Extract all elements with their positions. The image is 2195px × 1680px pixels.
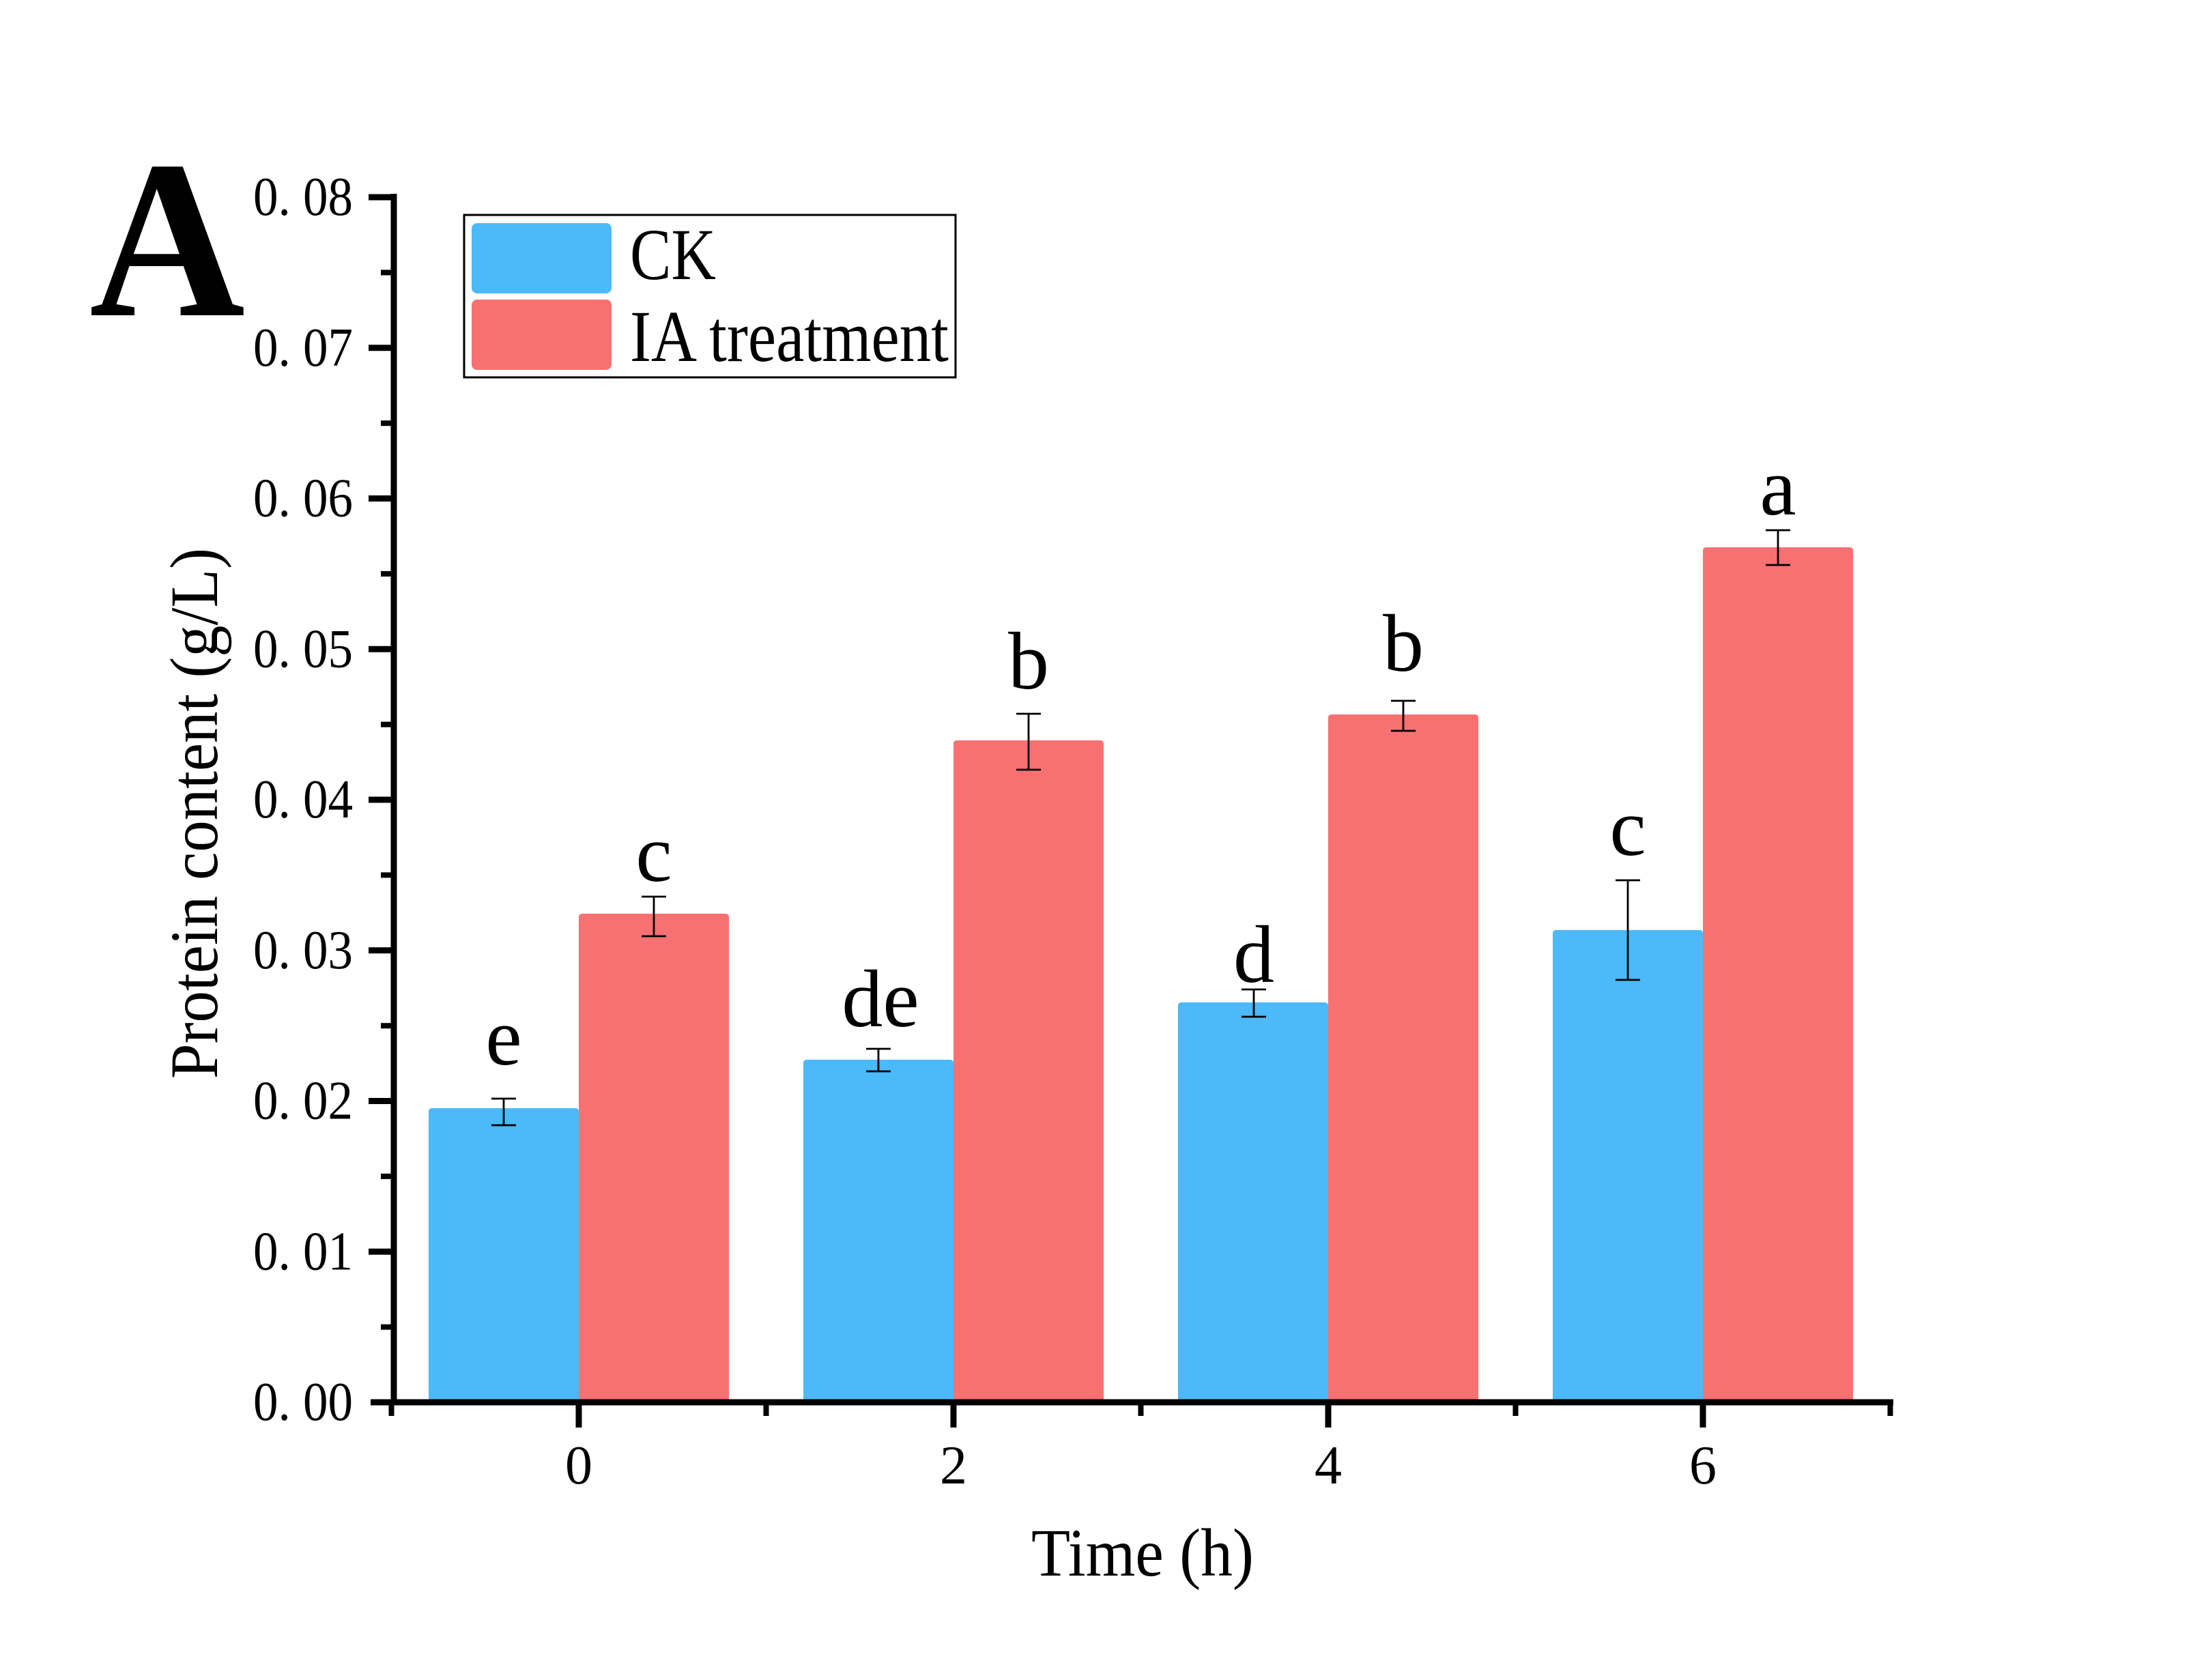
svg-text:c: c (635, 808, 672, 899)
svg-text:0. 04: 0. 04 (253, 770, 353, 830)
svg-text:a: a (1760, 441, 1796, 532)
svg-text:Protein content (g/L): Protein content (g/L) (156, 548, 232, 1079)
svg-text:4: 4 (1315, 1436, 1342, 1496)
svg-text:b: b (1383, 598, 1424, 689)
svg-text:2: 2 (940, 1436, 967, 1496)
svg-text:c: c (1609, 782, 1646, 873)
svg-text:0. 05: 0. 05 (253, 619, 353, 679)
svg-text:d: d (1233, 909, 1274, 1000)
svg-text:e: e (485, 991, 521, 1082)
svg-text:0. 07: 0. 07 (253, 318, 353, 378)
svg-text:de: de (842, 953, 919, 1044)
svg-text:6: 6 (1689, 1436, 1717, 1496)
svg-text:0. 08: 0. 08 (253, 167, 353, 227)
svg-text:b: b (1008, 615, 1049, 706)
svg-text:0. 03: 0. 03 (253, 921, 353, 981)
svg-text:CK: CK (630, 215, 716, 295)
svg-text:0. 02: 0. 02 (253, 1071, 353, 1131)
svg-text:0. 06: 0. 06 (253, 469, 353, 529)
svg-text:Time (h): Time (h) (1031, 1515, 1254, 1591)
svg-text:0: 0 (565, 1436, 592, 1496)
svg-text:0. 01: 0. 01 (253, 1221, 353, 1281)
svg-text:IA treatment: IA treatment (630, 297, 949, 377)
svg-text:A: A (89, 115, 245, 364)
svg-text:0. 00: 0. 00 (253, 1372, 353, 1432)
